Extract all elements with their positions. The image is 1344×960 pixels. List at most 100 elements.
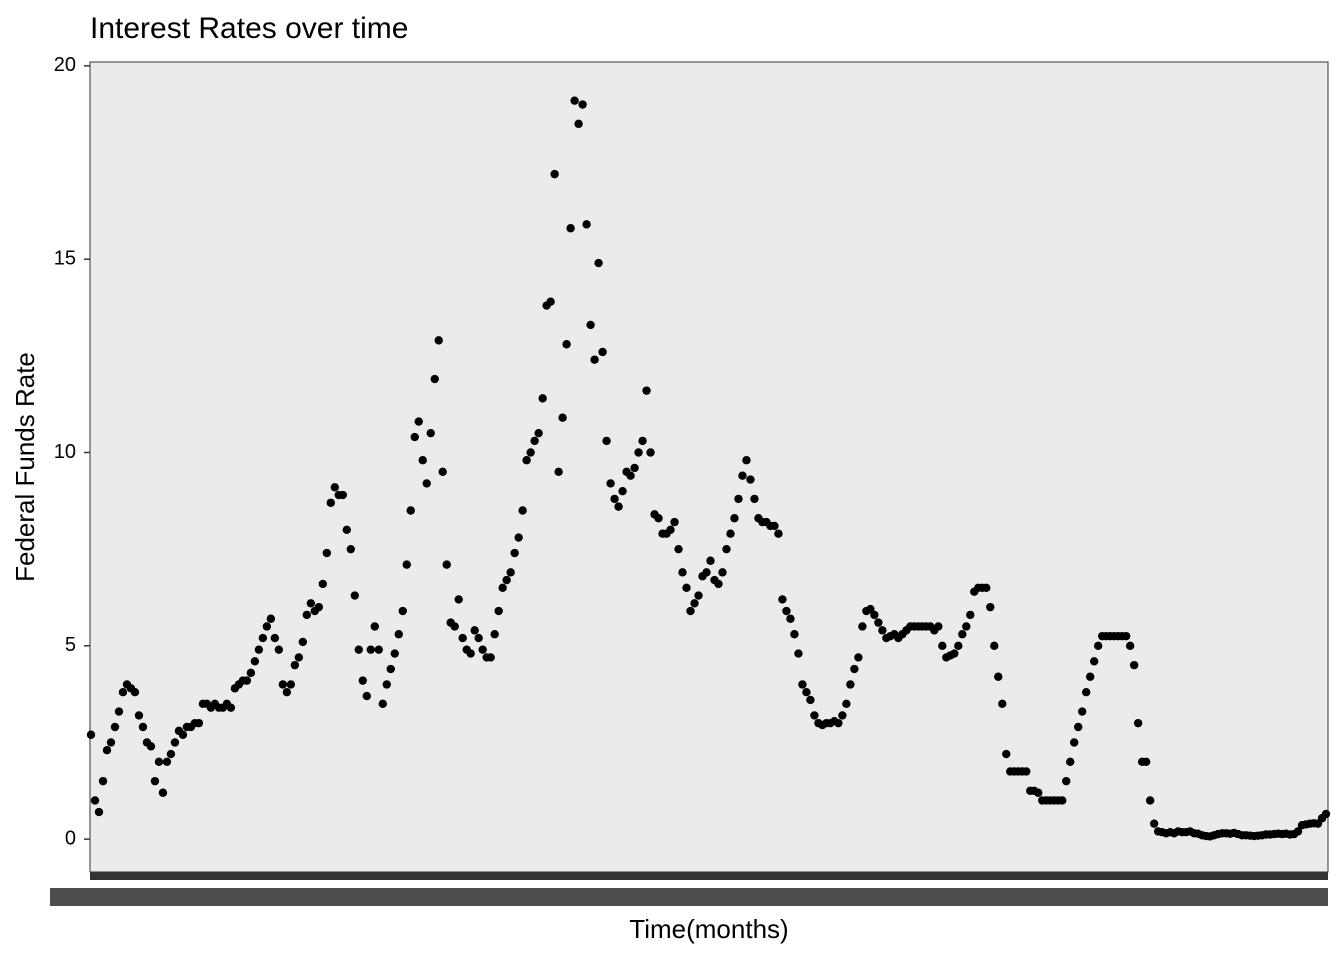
point	[550, 169, 559, 179]
point	[1129, 660, 1139, 670]
point	[606, 479, 615, 488]
point	[566, 224, 575, 233]
point	[322, 548, 332, 558]
point	[526, 448, 535, 457]
point	[746, 475, 755, 484]
point	[158, 788, 168, 797]
point	[1022, 767, 1031, 776]
point	[654, 514, 663, 523]
point	[574, 119, 583, 129]
point	[394, 630, 403, 639]
point	[530, 436, 539, 446]
point	[842, 699, 851, 709]
point	[138, 722, 148, 732]
point	[786, 614, 795, 623]
point	[558, 413, 567, 422]
point	[546, 297, 555, 306]
point	[590, 355, 599, 364]
x-tick-marks	[90, 872, 1328, 880]
point	[554, 467, 563, 477]
x-axis-label: Time(months)	[629, 914, 788, 944]
point	[134, 711, 144, 720]
point	[274, 645, 284, 654]
point	[302, 610, 312, 620]
point	[406, 506, 415, 515]
point	[330, 483, 340, 492]
point	[362, 691, 371, 701]
point	[194, 718, 204, 728]
point	[982, 583, 991, 593]
point	[634, 448, 643, 457]
point	[378, 699, 387, 709]
point	[594, 258, 603, 268]
y-tick-label: 10	[54, 441, 76, 463]
point	[702, 568, 711, 577]
point	[790, 630, 799, 639]
point	[718, 568, 727, 577]
point	[326, 498, 336, 507]
point	[630, 463, 639, 473]
point	[934, 622, 943, 631]
point	[958, 630, 967, 639]
point	[146, 742, 156, 751]
point	[794, 649, 803, 658]
point	[690, 599, 699, 608]
point	[414, 417, 423, 426]
point	[286, 680, 296, 689]
point	[1093, 641, 1103, 651]
point	[570, 96, 579, 105]
point	[1125, 641, 1135, 651]
point	[962, 622, 971, 631]
point	[114, 707, 124, 716]
y-axis-label: Federal Funds Rate	[10, 352, 40, 582]
point	[486, 653, 495, 662]
point	[522, 456, 531, 465]
point	[878, 626, 887, 635]
y-tick-label: 5	[65, 634, 76, 656]
point	[998, 699, 1007, 709]
point	[938, 641, 947, 651]
point	[154, 757, 164, 767]
point	[730, 514, 739, 523]
point	[478, 645, 487, 654]
point	[510, 548, 519, 558]
point	[670, 517, 679, 527]
point	[774, 529, 783, 538]
point	[802, 688, 811, 697]
point	[98, 776, 108, 786]
point	[318, 579, 328, 589]
point	[278, 680, 288, 689]
point	[514, 533, 523, 542]
point	[430, 374, 439, 384]
point	[1133, 718, 1143, 728]
point	[242, 676, 252, 685]
point	[990, 641, 999, 651]
point	[1066, 757, 1075, 767]
point	[346, 544, 355, 554]
point	[1002, 749, 1011, 759]
point	[518, 506, 527, 515]
point	[226, 703, 236, 712]
point	[602, 436, 611, 446]
point	[494, 606, 503, 616]
point	[666, 525, 675, 535]
point	[254, 645, 264, 654]
point	[442, 560, 451, 569]
point	[402, 560, 411, 569]
point	[534, 428, 543, 438]
point	[782, 606, 791, 616]
point	[110, 722, 120, 732]
point	[678, 568, 687, 577]
point	[94, 807, 104, 817]
point	[694, 591, 703, 600]
point	[838, 711, 847, 720]
point	[170, 738, 180, 747]
point	[618, 486, 627, 496]
point	[722, 544, 731, 554]
point	[870, 610, 879, 620]
point	[490, 630, 499, 639]
point	[150, 776, 160, 786]
point	[502, 575, 511, 585]
point	[846, 680, 855, 689]
